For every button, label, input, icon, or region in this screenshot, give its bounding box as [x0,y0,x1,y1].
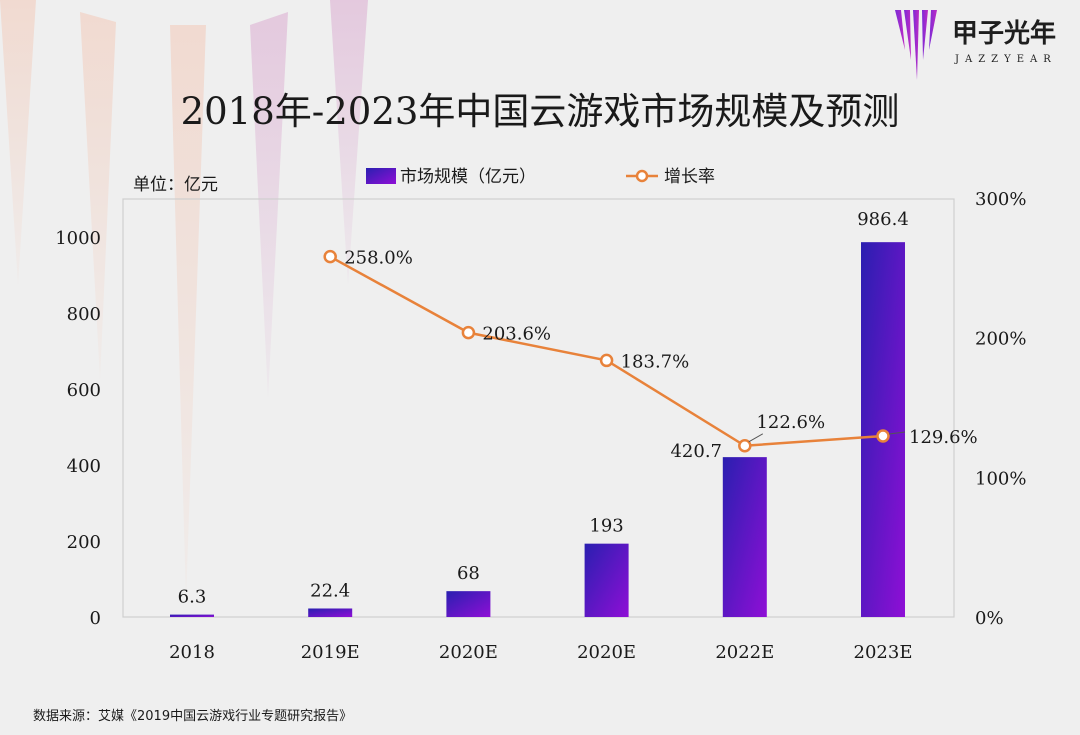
x-tick-label: 2020E [577,642,636,663]
right-tick-label: 300% [975,189,1026,210]
right-tick-label: 200% [975,329,1026,350]
label-leader-line [888,431,906,435]
bar [170,614,214,617]
legend: 市场规模（亿元） 增长率 [366,167,715,187]
x-tick-label: 2023E [854,642,913,663]
growth-value-label: 122.6% [756,412,825,433]
line-series: 258.0% 203.6% 183.7% 122.6% 129.6% [323,248,978,453]
line-point [876,429,890,443]
legend-bar-swatch [366,168,396,184]
brand-logo: 甲子光年 JAZZYEAR [895,10,1057,80]
bar-series [170,242,905,617]
left-tick-label: 0 [90,608,101,629]
background-decoration [0,0,368,600]
unit-label: 单位：亿元 [133,175,218,195]
x-tick-label: 2018 [169,642,215,663]
left-tick-label: 600 [67,380,101,401]
legend-line-label: 增长率 [664,167,715,187]
bar-value-label: 6.3 [178,587,207,608]
bar-value-label: 68 [457,563,480,584]
source-note: 数据来源：艾媒《2019中国云游戏行业专题研究报告》 [33,709,352,724]
x-tick-label: 2019E [301,642,360,663]
bar [446,591,491,617]
left-axis: 0 200 400 600 800 1000 [55,228,101,629]
x-axis: 2018 2019E 2020E 2020E 2022E 2023E [169,642,912,663]
bar [308,608,353,617]
label-leader-line [748,433,764,443]
brand-name-en: JAZZYEAR [954,54,1057,65]
bar [584,543,629,617]
legend-bar-label: 市场规模（亿元） [400,167,536,187]
left-tick-label: 400 [67,456,101,477]
bar [722,457,767,617]
bar-value-label: 986.4 [857,209,909,230]
line-point [461,325,476,340]
chart-title: 2018年-2023年中国云游戏市场规模及预测 [181,90,900,133]
bar-value-label: 22.4 [310,580,350,601]
growth-value-label: 129.6% [909,427,978,448]
bar-value-label: 420.7 [670,441,722,462]
bar-value-label: 193 [589,516,623,537]
brand-logo-icon [895,10,937,80]
left-tick-label: 1000 [55,228,101,249]
line-point [323,249,337,264]
line-point [599,353,614,368]
legend-line-marker [635,169,649,183]
left-tick-label: 800 [67,304,101,325]
growth-value-label: 258.0% [344,248,413,269]
x-tick-label: 2020E [439,642,498,663]
left-tick-label: 200 [67,532,101,553]
growth-value-label: 203.6% [482,324,551,345]
right-tick-label: 0% [975,608,1004,629]
line-point [738,439,752,453]
brand-name-cn: 甲子光年 [952,18,1056,49]
right-tick-label: 100% [975,468,1026,489]
right-axis: 0% 100% 200% 300% [975,189,1026,629]
x-tick-label: 2022E [715,642,774,663]
growth-value-label: 183.7% [621,351,690,372]
bar-labels: 6.3 22.4 68 193 420.7 986.4 [178,209,909,608]
plot-frame [122,198,955,618]
